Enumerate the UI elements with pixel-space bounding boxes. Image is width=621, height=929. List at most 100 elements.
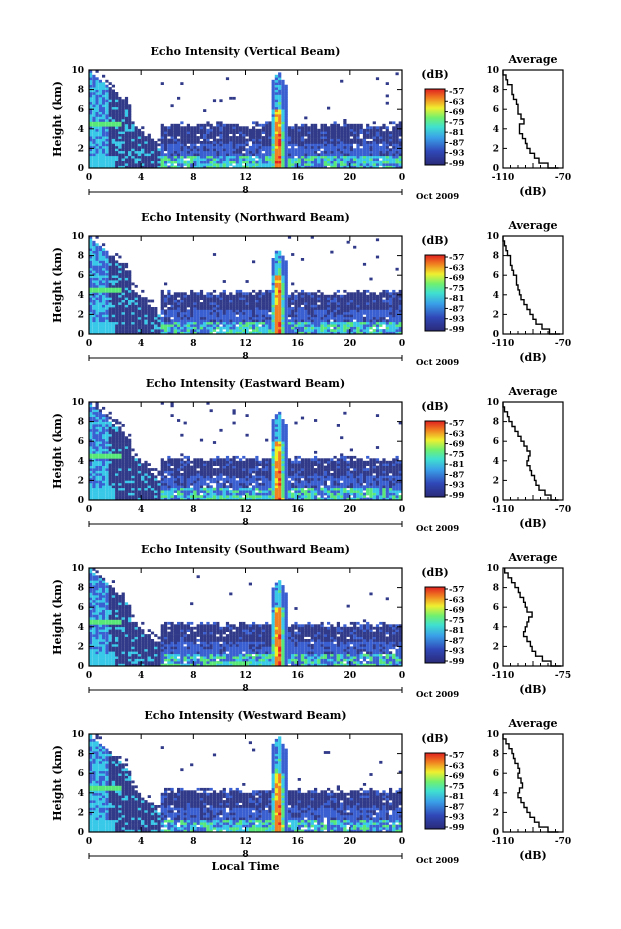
heatmap-cell [170,321,174,325]
heatmap-cell [147,468,151,471]
heatmap-cell [261,292,265,296]
heatmap-cell [398,165,402,169]
heatmap-cell [102,141,106,144]
heatmap-cell [164,460,168,464]
heatmap-cell [323,297,327,300]
heatmap-cell [212,133,217,137]
heatmap-cell [199,490,204,493]
heatmap-cell [124,165,129,169]
heatmap-cell [124,465,129,469]
heatmap-cell [327,136,331,139]
heatmap-cell [105,265,109,269]
heatmap-cell [147,138,151,142]
heatmap-cell [137,158,142,161]
heatmap-cell [164,282,168,286]
heatmap-cell [268,148,272,152]
heatmap-cell [274,141,278,144]
heatmap-cell [235,131,239,134]
heatmap-cell [177,123,181,127]
heatmap-cell [327,155,331,159]
heatmap-cell [170,160,174,164]
x-tick-label: 8 [190,173,196,183]
heatmap-cell [98,106,102,110]
heatmap-cell [102,253,106,256]
heatmap-cell [222,331,226,335]
heatmap-cell [366,148,370,152]
heatmap-cell [281,255,285,259]
heatmap-cell [150,316,155,320]
heatmap-cell [98,453,102,457]
heatmap-cell [212,326,217,330]
heatmap-cell [124,436,129,440]
heatmap-cell [186,160,190,164]
heatmap-cell [219,314,223,318]
heatmap-cell [330,165,334,169]
heatmap-cell [141,131,145,134]
heatmap-cell [92,421,96,425]
heatmap-cell [310,160,314,164]
heatmap-cell [278,304,282,308]
heatmap-cell [105,465,109,469]
heatmap-cell [115,92,119,95]
heatmap-cell [128,133,132,137]
heatmap-cell [115,280,119,283]
heatmap-cell [271,321,275,325]
heatmap-cell [366,326,370,330]
heatmap-cell [330,133,334,137]
heatmap-cell [258,294,262,298]
heatmap-cell [209,160,213,164]
heatmap-cell [186,477,190,481]
heatmap-cell [398,294,402,298]
heatmap-cell [225,497,230,501]
heatmap-cell [255,314,259,318]
heatmap-cell [271,324,275,327]
heatmap-cell [235,163,239,166]
heatmap-cell [102,431,106,435]
heatmap-cell [141,148,145,152]
heatmap-cell [242,309,246,313]
heatmap-cell [137,294,142,298]
heatmap-cell [108,260,112,264]
heatmap-cell [353,163,357,166]
heatmap-cell [395,324,399,327]
heatmap-cell [229,314,233,318]
heatmap-cell [284,284,288,288]
heatmap-cell [186,311,190,315]
heatmap-cell [105,160,109,164]
heatmap-cell [190,136,194,139]
heatmap-cell [108,136,112,139]
heatmap-cell [121,121,125,125]
heatmap-cell [167,302,171,305]
heatmap-cell [323,148,327,152]
heatmap-cell [235,138,239,142]
colorbar-tick-label: -57 [449,87,464,97]
heatmap-cell [225,490,230,493]
heatmap-cell [111,131,115,134]
heatmap-cell [167,468,171,471]
heatmap-cell [258,133,262,137]
heatmap-cell [118,319,122,323]
heatmap-cell [124,485,129,489]
heatmap-cell [102,446,106,449]
heatmap-cell [154,475,158,479]
heatmap-cell [294,150,298,154]
heatmap-cell [291,126,295,130]
heatmap-cell [219,294,223,298]
heatmap-cell [102,492,106,496]
heatmap-cell [92,265,96,269]
heatmap-cell [261,141,265,144]
heatmap-cell [183,477,187,481]
heatmap-cell [287,136,292,139]
heatmap-cell [307,136,311,139]
heatmap-cell [147,482,151,486]
heatmap-cell [105,289,109,293]
heatmap-cell [362,143,367,147]
heatmap-cell [115,138,119,142]
heatmap-cell [294,153,298,157]
heatmap-cell [261,143,265,147]
heatmap-cell [92,309,96,313]
heatmap-cell [212,311,217,315]
heatmap-cell [248,304,252,308]
heatmap-cell [294,123,298,127]
heatmap-cell [219,321,223,325]
